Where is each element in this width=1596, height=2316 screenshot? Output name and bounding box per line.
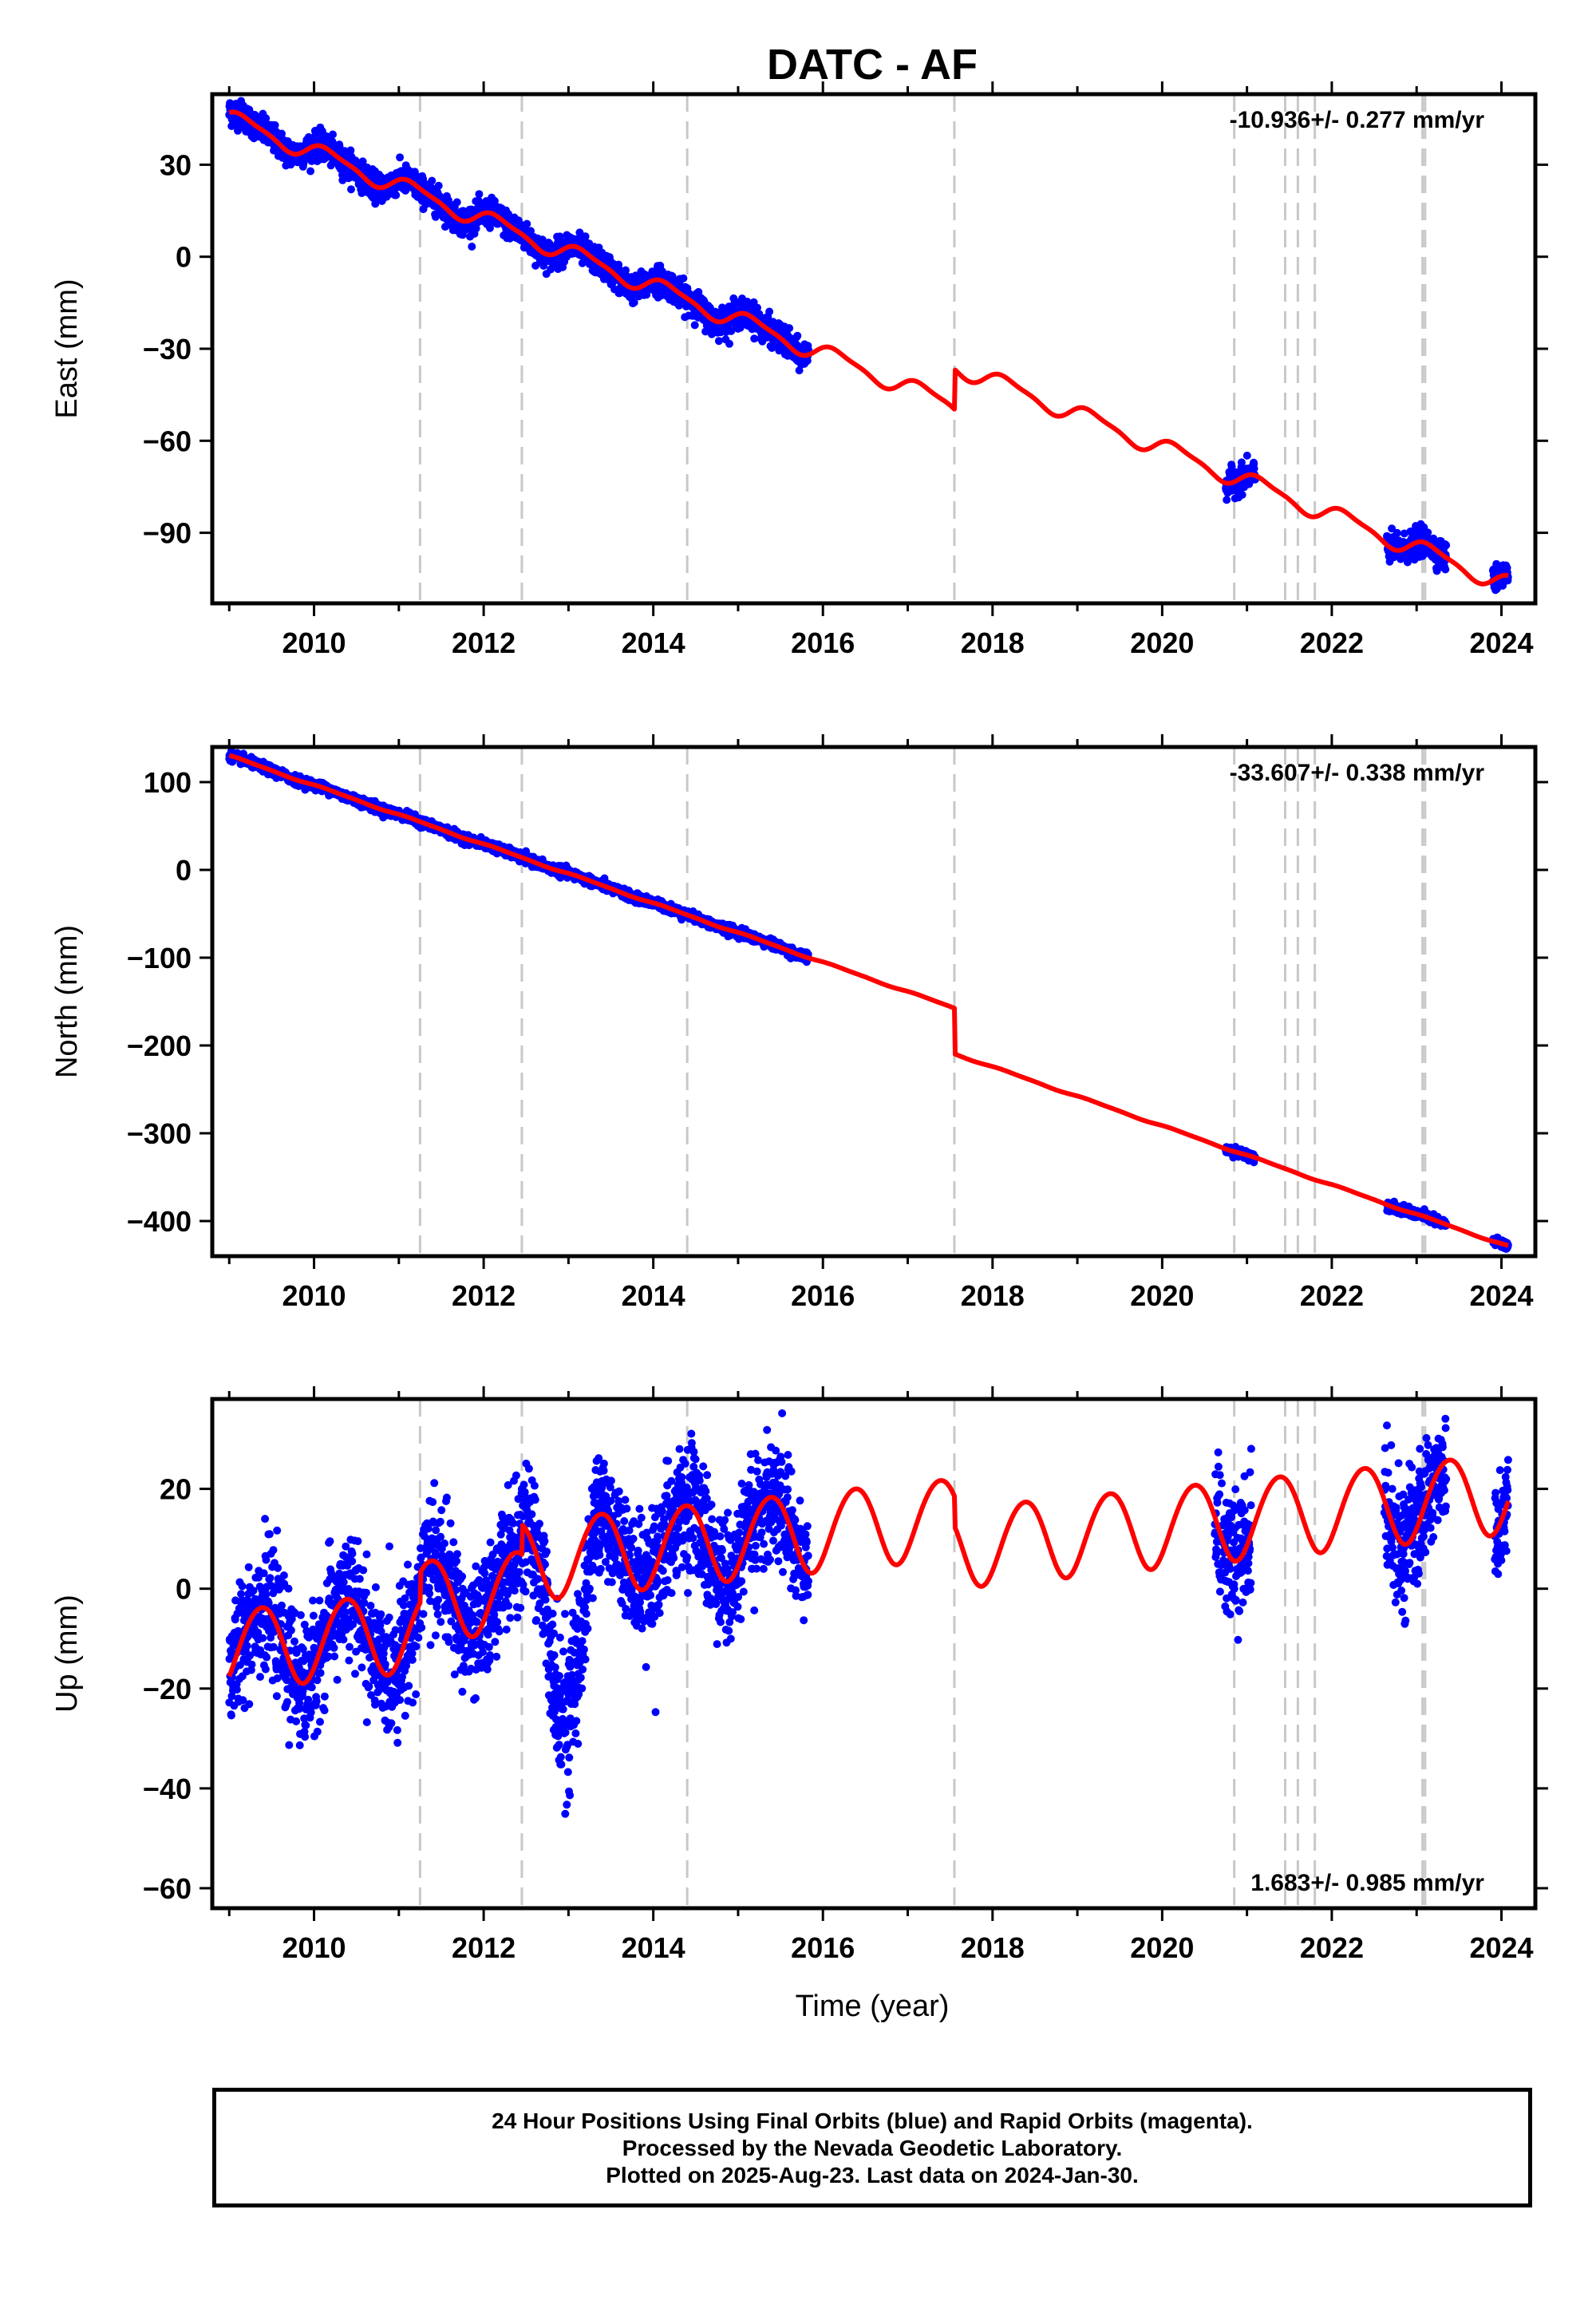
data-point <box>1250 464 1258 473</box>
data-point <box>347 185 355 194</box>
x-tick-label: 2012 <box>452 626 516 659</box>
data-point <box>396 153 405 162</box>
data-point <box>1238 491 1246 499</box>
data-point <box>668 272 677 281</box>
x-tick-label: 2018 <box>961 626 1025 659</box>
data-point <box>523 219 531 228</box>
panel-east: 2010 2012 2014 2016 2018 2020 2022 2024 30 0 −30 −6… <box>50 81 1548 659</box>
data-point <box>1441 565 1450 574</box>
data-point <box>1388 524 1396 533</box>
data-point <box>539 262 548 270</box>
y-tick-label: 30 <box>160 148 192 181</box>
data-point <box>547 265 555 274</box>
x-tick-label: 2024 <box>1469 626 1533 659</box>
data-point <box>271 121 279 129</box>
data-point <box>392 191 401 200</box>
x-tick-label: 2014 <box>622 626 685 659</box>
data-point <box>527 227 535 235</box>
data-point <box>278 129 286 138</box>
data-point <box>630 298 638 306</box>
data-point <box>694 287 703 296</box>
x-tick-label: 2022 <box>1300 626 1364 659</box>
data-point <box>468 243 476 251</box>
step-lines <box>418 747 1427 1256</box>
data-point <box>1432 567 1441 575</box>
data-point <box>1237 458 1246 467</box>
data-point <box>1223 496 1231 504</box>
step-lines <box>418 94 1427 603</box>
data-point <box>622 266 630 275</box>
y-tick-label: −60 <box>143 425 192 457</box>
x-tick-label: 2010 <box>282 626 346 659</box>
data-point <box>428 176 437 185</box>
data-point <box>346 146 355 155</box>
data-point <box>1242 451 1251 460</box>
y-tick-label: −30 <box>143 333 192 366</box>
data-point <box>1442 541 1451 550</box>
data-point <box>690 321 699 330</box>
data-point <box>714 337 723 346</box>
data-point <box>486 223 494 232</box>
y-tick-label: −90 <box>143 517 192 550</box>
data-point <box>765 307 774 316</box>
rate-annotation: -10.936+/- 0.277 mm/yr <box>1230 107 1485 133</box>
data-point <box>785 324 794 333</box>
data-point <box>338 176 347 184</box>
y-ticks: 30 0 −30 −60 −90 <box>143 148 1548 550</box>
data-point <box>1403 558 1412 567</box>
data-point <box>581 232 590 241</box>
data-point <box>475 190 484 199</box>
data-point <box>750 334 759 343</box>
data-point <box>419 175 428 184</box>
data-point <box>753 303 761 312</box>
data-point <box>1424 528 1432 537</box>
data-points <box>225 97 1512 595</box>
x-tick-label: 2016 <box>791 626 855 659</box>
data-point <box>793 331 802 340</box>
data-point <box>679 274 688 283</box>
model-curve <box>227 109 1510 587</box>
data-point <box>306 167 315 176</box>
x-tick-label: 2020 <box>1130 626 1194 659</box>
data-point <box>262 114 271 123</box>
data-point <box>1393 528 1401 537</box>
y-axis-label: East (mm) <box>50 279 84 418</box>
data-point <box>452 198 461 207</box>
y-tick-label: 0 <box>176 241 192 274</box>
data-point <box>434 181 443 190</box>
data-point <box>1400 529 1408 538</box>
figure-title: DATC - AF <box>767 41 978 89</box>
data-point <box>440 223 449 231</box>
x-ticks: 2010 2012 2014 2016 2018 2020 2022 2024 <box>227 81 1534 659</box>
data-point <box>725 339 733 348</box>
data-point <box>329 130 337 139</box>
panel-north: 2010 2012 2014 2016 2018 2020 2022 20241000−100… <box>50 734 1548 1312</box>
